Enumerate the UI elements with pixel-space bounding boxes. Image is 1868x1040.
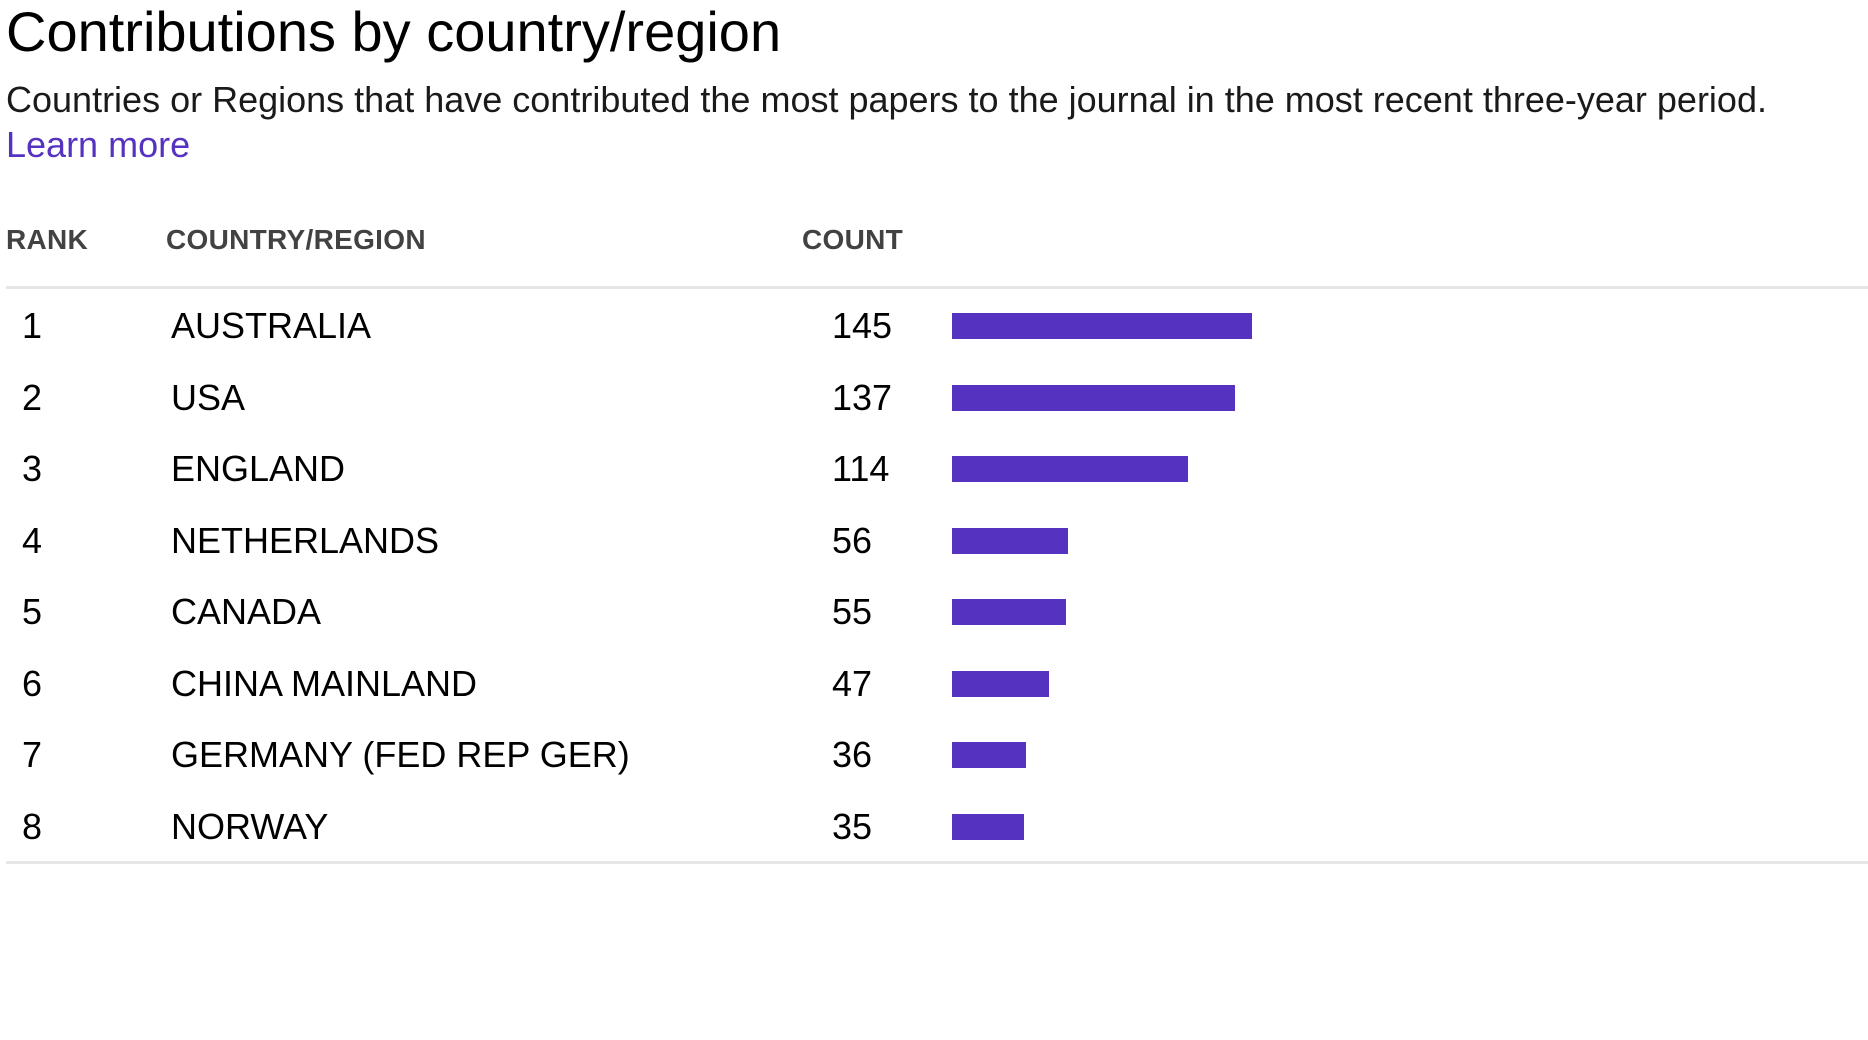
table-bottom-divider bbox=[6, 861, 1868, 864]
country-cell: ENGLAND bbox=[171, 448, 346, 489]
count-bar bbox=[952, 599, 1066, 625]
description: Countries or Regions that have contribut… bbox=[6, 77, 1866, 167]
rank-cell: 2 bbox=[22, 376, 43, 418]
rank-cell: 8 bbox=[22, 805, 43, 847]
count-cell: 56 bbox=[832, 519, 873, 561]
table-row: 8 NORWAY 35 bbox=[0, 797, 1868, 857]
count-cell: 55 bbox=[832, 591, 873, 632]
table-row: 6 CHINA MAINLAND 47 bbox=[0, 654, 1868, 714]
country-cell: GERMANY (FED REP GER) bbox=[171, 734, 630, 775]
count-bar bbox=[952, 313, 1252, 339]
rank-cell: 6 bbox=[22, 662, 43, 704]
count-bar bbox=[952, 670, 1049, 697]
count-cell: 114 bbox=[832, 448, 890, 489]
rank-cell: 5 bbox=[22, 591, 43, 632]
column-header-rank: RANK bbox=[6, 224, 89, 255]
rank-cell: 1 bbox=[22, 305, 43, 346]
count-bar bbox=[952, 813, 1024, 840]
count-cell: 145 bbox=[832, 305, 893, 346]
count-cell: 36 bbox=[832, 734, 873, 775]
count-bar bbox=[952, 384, 1235, 411]
rank-cell: 3 bbox=[22, 448, 43, 489]
table-row: 2 USA 137 bbox=[0, 368, 1868, 428]
table-row: 3 ENGLAND 114 bbox=[0, 439, 1868, 499]
country-cell: CANADA bbox=[171, 591, 322, 632]
table-row: 5 CANADA 55 bbox=[0, 582, 1868, 642]
count-bar bbox=[952, 527, 1068, 554]
count-cell: 137 bbox=[832, 376, 893, 418]
count-bar bbox=[952, 456, 1188, 482]
country-cell: USA bbox=[171, 376, 246, 418]
rank-cell: 4 bbox=[22, 519, 43, 561]
count-bar bbox=[952, 742, 1026, 768]
country-cell: NETHERLANDS bbox=[171, 519, 440, 561]
country-cell: CHINA MAINLAND bbox=[171, 662, 478, 704]
count-cell: 35 bbox=[832, 805, 873, 847]
country-cell: AUSTRALIA bbox=[171, 305, 372, 346]
table-row: 1 AUSTRALIA 145 bbox=[0, 296, 1868, 356]
rank-cell: 7 bbox=[22, 734, 43, 775]
table-row: 7 GERMANY (FED REP GER) 36 bbox=[0, 725, 1868, 785]
count-cell: 47 bbox=[832, 662, 873, 704]
header-divider bbox=[6, 286, 1868, 289]
country-cell: NORWAY bbox=[171, 805, 329, 847]
description-text: Countries or Regions that have contribut… bbox=[6, 79, 1767, 120]
page-title: Contributions by country/region bbox=[6, 0, 782, 63]
column-header-country: COUNTRY/REGION bbox=[166, 224, 426, 255]
table-row: 4 NETHERLANDS 56 bbox=[0, 511, 1868, 571]
column-header-count: COUNT bbox=[802, 224, 904, 255]
learn-more-link[interactable]: Learn more bbox=[6, 124, 191, 165]
